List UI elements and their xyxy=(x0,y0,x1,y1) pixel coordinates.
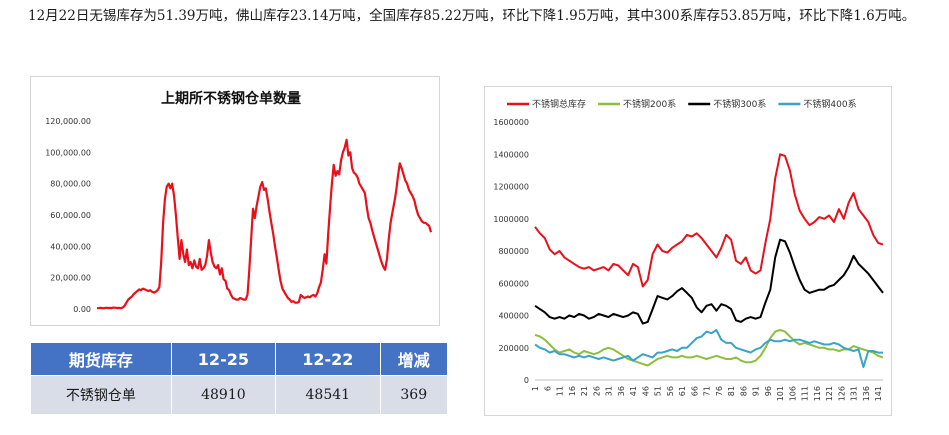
warrant-chart-panel: 上期所不锈钢仓单数量 0.00 20,000.00 40,000.00 60,000.… xyxy=(30,76,440,326)
warrant-chart: 上期所不锈钢仓单数量 0.00 20,000.00 40,000.00 60,000.… xyxy=(45,90,433,314)
y-tick-label: 100,000.00 xyxy=(45,148,91,157)
y-tick-label: 0 xyxy=(524,376,529,385)
x-tick-label: 76 xyxy=(715,386,724,396)
intro-text: 12月22日无锡库存为51.39万吨，佛山库存23.14万吨，全国库存85.22… xyxy=(28,8,916,24)
inventory-chart-panel: 不锈钢总库存 不锈钢200系 不锈钢300系 不锈钢400系 0 200000 40000… xyxy=(484,86,892,416)
table-cell: 369 xyxy=(379,375,448,415)
table-cell: 48910 xyxy=(170,375,277,415)
table-header-row: 期货库存 12-25 12-22 增减 xyxy=(30,342,448,376)
x-tick-label: 36 xyxy=(617,386,626,396)
y-tick-label: 0.00 xyxy=(73,305,91,314)
table-cell: 不锈钢仓单 xyxy=(30,375,172,415)
x-tick-label: 21 xyxy=(580,386,589,396)
x-tick-label: 46 xyxy=(641,386,650,396)
series-line xyxy=(534,329,883,369)
x-tick-label: 51 xyxy=(654,386,663,396)
legend-label: 不锈钢400系 xyxy=(803,98,856,110)
table-header-cell: 期货库存 xyxy=(30,342,172,376)
x-tick-label: 111 xyxy=(801,386,810,401)
series-line xyxy=(96,138,433,310)
x-tick-label: 131 xyxy=(850,386,859,401)
x-tick-label: 31 xyxy=(605,386,614,396)
x-tick-label: 61 xyxy=(678,386,687,396)
y-tick-label: 20,000.00 xyxy=(50,274,91,283)
inventory-chart: 不锈钢总库存 不锈钢200系 不锈钢300系 不锈钢400系 0 200000 40000… xyxy=(493,98,884,401)
table-header-cell: 12-25 xyxy=(170,342,277,376)
x-tick-label: 1 xyxy=(531,386,540,391)
x-tick-label: 81 xyxy=(727,386,736,396)
x-tick-label: 126 xyxy=(837,386,846,401)
table-header-cell: 增减 xyxy=(379,342,448,376)
y-tick-label: 120,000.00 xyxy=(45,117,91,126)
futures-inventory-table: 期货库存 12-25 12-22 增减 不锈钢仓单 48910 48541 36… xyxy=(30,342,448,415)
chart-title: 上期所不锈钢仓单数量 xyxy=(161,90,301,107)
table-cell: 48541 xyxy=(275,375,381,415)
series-line xyxy=(534,153,884,288)
table-header-cell: 12-22 xyxy=(275,342,381,376)
legend-label: 不锈钢总库存 xyxy=(532,98,586,110)
y-tick-label: 800000 xyxy=(498,247,529,256)
y-tick-label: 1400000 xyxy=(493,150,529,159)
x-tick-label: 136 xyxy=(862,386,871,401)
y-tick-label: 1600000 xyxy=(493,118,529,127)
x-tick-label: 106 xyxy=(788,386,797,401)
legend-label: 不锈钢300系 xyxy=(713,98,766,110)
x-tick-label: 86 xyxy=(739,386,748,396)
x-tick-label: 66 xyxy=(690,386,699,396)
table-row: 不锈钢仓单 48910 48541 369 xyxy=(30,375,448,415)
x-tick-label: 101 xyxy=(776,386,785,401)
x-tick-label: 11 xyxy=(556,386,565,396)
legend-label: 不锈钢200系 xyxy=(623,98,676,110)
y-tick-label: 400000 xyxy=(498,312,529,321)
y-tick-label: 60,000.00 xyxy=(50,211,91,220)
x-tick-label: 56 xyxy=(666,386,675,396)
y-tick-label: 1000000 xyxy=(493,215,529,224)
y-tick-label: 200000 xyxy=(498,344,529,353)
y-tick-label: 1200000 xyxy=(493,183,529,192)
x-tick-label: 71 xyxy=(703,386,712,396)
y-tick-label: 80,000.00 xyxy=(50,180,91,189)
x-tick-label: 16 xyxy=(568,386,577,396)
x-tick-label: 41 xyxy=(629,386,638,396)
x-tick-label: 6 xyxy=(543,386,552,391)
y-tick-label: 40,000.00 xyxy=(50,242,91,251)
x-tick-label: 141 xyxy=(874,386,883,401)
y-tick-label: 600000 xyxy=(498,279,529,288)
x-tick-label: 96 xyxy=(764,386,773,396)
series-line xyxy=(534,238,884,325)
x-tick-label: 26 xyxy=(592,386,601,396)
series-line xyxy=(534,329,884,367)
x-tick-label: 91 xyxy=(752,386,761,396)
x-tick-label: 116 xyxy=(813,386,822,401)
x-tick-label: 121 xyxy=(825,386,834,401)
